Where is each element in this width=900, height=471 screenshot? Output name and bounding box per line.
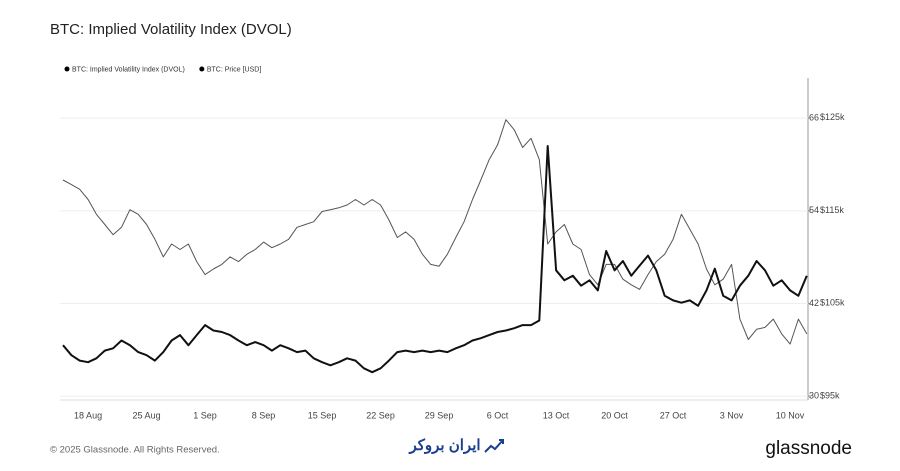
x-tick-label: 10 Nov [776,410,805,420]
x-tick-label: 27 Oct [660,410,687,420]
x-tick-label: 15 Sep [308,410,337,420]
y2-tick-label: $125k [820,112,845,122]
x-tick-label: 18 Aug [74,410,102,420]
copyright: © 2025 Glassnode. All Rights Reserved. [50,445,220,456]
x-tick-label: 3 Nov [720,410,744,420]
y2-tick-label: $105k [820,298,845,308]
series-line [62,119,808,345]
series-line [62,145,808,374]
y-tick-label: 42 [809,298,819,308]
x-tick-label: 1 Sep [193,410,217,420]
x-tick-label: 8 Sep [252,410,276,420]
x-tick-label: 22 Sep [366,410,395,420]
y2-tick-label: $95k [820,390,840,400]
watermark: ایران بروکر [408,437,480,454]
watermark-icon [484,439,504,453]
legend-label: BTC: Implied Volatility Index (DVOL) [72,66,185,73]
y-tick-label: 30 [809,391,819,401]
y-tick-label: 66 [809,113,819,123]
x-tick-label: 29 Sep [425,410,454,420]
y-tick-label: 54 [809,205,819,215]
chart-title: BTC: Implied Volatility Index (DVOL) [50,21,292,38]
brand-logo: glassnode [765,438,852,459]
legend-label: BTC: Price [USD] [207,66,262,73]
x-tick-label: 20 Oct [601,410,628,420]
legend-marker [64,66,70,72]
y2-tick-label: $115k [820,205,844,215]
x-tick-label: 25 Aug [133,410,161,420]
x-tick-label: 6 Oct [487,410,509,420]
x-tick-label: 13 Oct [543,410,570,420]
legend-marker [199,66,205,72]
